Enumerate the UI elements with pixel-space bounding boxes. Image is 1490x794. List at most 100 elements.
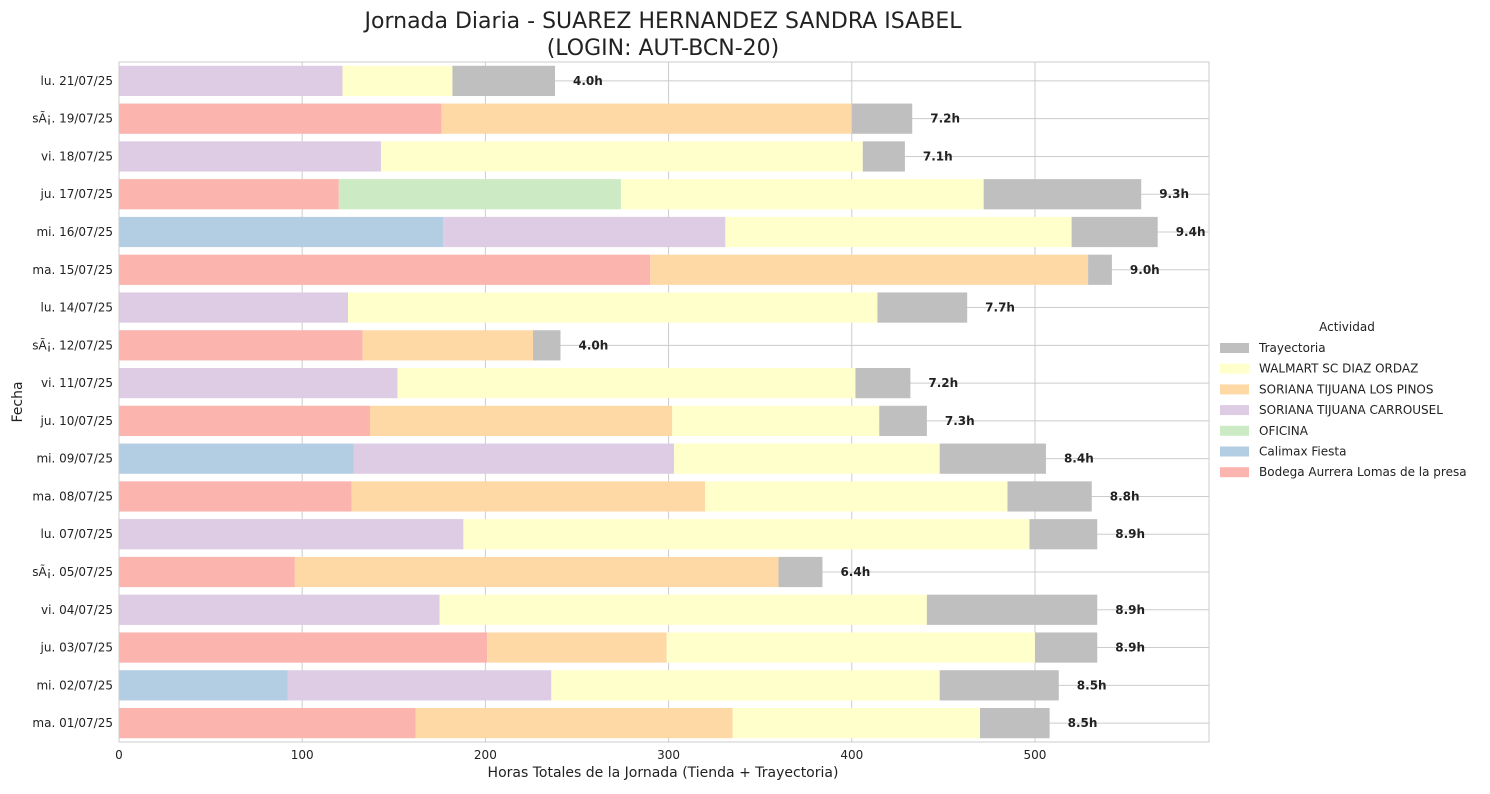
chart-subtitle: (LOGIN: AUT-BCN-20) [547, 36, 780, 61]
bar-segment [879, 405, 927, 436]
bar-segment [119, 103, 442, 134]
bar-segment [119, 368, 398, 399]
bar-segment [1007, 481, 1092, 512]
data-label: 8.4h [1064, 452, 1094, 466]
data-label: 7.1h [923, 149, 953, 163]
bar-segment [980, 708, 1050, 739]
legend-swatch [1220, 363, 1249, 374]
legend-swatch [1220, 446, 1249, 457]
data-label: 7.3h [945, 414, 975, 428]
bar-segment [119, 65, 343, 96]
data-label: 7.2h [928, 376, 958, 390]
y-tick-label: sÃ¡. 05/07/25 [32, 564, 113, 579]
bars [119, 65, 1158, 739]
bar-segment [119, 141, 381, 172]
data-labels: 4.0h 7.2h 7.1h 9.3h 9.4h 9.0h 7.7h 4.0h 7.2h 7.3h… [573, 74, 1206, 730]
y-tick-label: ma. 01/07/25 [32, 716, 113, 730]
y-tick-label: mi. 09/07/25 [36, 452, 113, 466]
x-axis-ticks: 0 100 200 300 400 500 [115, 748, 1046, 762]
y-tick-label: ju. 03/07/25 [40, 641, 113, 655]
bar-segment [926, 594, 1098, 625]
bar-segment [439, 594, 927, 625]
bar-segment [380, 141, 863, 172]
bar-segment [397, 368, 856, 399]
data-label: 8.5h [1068, 716, 1098, 730]
legend-entry-label: Bodega Aurrera Lomas de la presa [1259, 465, 1467, 479]
bar-segment [119, 594, 440, 625]
y-axis-label: Fecha [10, 381, 26, 422]
data-label: 8.5h [1077, 678, 1107, 692]
bar-segment [939, 670, 1059, 701]
legend-entry-label: SORIANA TIJUANA LOS PINOS [1259, 382, 1434, 396]
legend-entry-label: Trayectoria [1258, 341, 1326, 355]
y-tick-label: ju. 17/07/25 [40, 187, 113, 201]
y-tick-label: ma. 08/07/25 [32, 489, 113, 503]
bar-segment [119, 292, 348, 323]
x-tick-label: 400 [840, 748, 863, 762]
bar-segment [983, 179, 1142, 210]
y-tick-label: vi. 18/07/25 [41, 149, 113, 163]
legend-swatch [1220, 425, 1249, 436]
bar-segment [705, 481, 1008, 512]
bar-segment [119, 632, 488, 663]
data-label: 7.2h [930, 112, 960, 126]
bar-segment [725, 216, 1072, 248]
legend-swatch [1220, 343, 1249, 353]
bar-segment [443, 216, 726, 248]
bar-segment [1029, 519, 1098, 550]
y-tick-label: sÃ¡. 19/07/25 [32, 111, 113, 126]
bar-segment [294, 556, 779, 588]
data-label: 8.9h [1115, 603, 1145, 617]
legend-entry-label: WALMART SC DIAZ ORDAZ [1259, 362, 1418, 376]
bar-segment [463, 519, 1030, 550]
y-tick-label: sÃ¡. 12/07/25 [32, 337, 113, 352]
legend: Actividad Trayectoria WALMART SC DIAZ ORD… [1220, 320, 1467, 479]
bar-segment [119, 519, 464, 550]
y-tick-label: mi. 16/07/25 [36, 225, 113, 239]
plot-frame [118, 61, 1210, 743]
y-axis-ticks: lu. 21/07/25 sÃ¡. 19/07/25 vi. 18/07/25 ju.… [32, 74, 113, 730]
legend-entry-label: Calimax Fiesta [1259, 445, 1346, 459]
bar-segment [119, 708, 416, 739]
bar-segment [441, 103, 852, 134]
data-label: 8.8h [1110, 489, 1140, 503]
bar-segment [353, 443, 675, 474]
data-label: 7.7h [985, 301, 1015, 315]
bar-segment [674, 443, 940, 474]
bar-segment [732, 708, 981, 739]
bar-segment [487, 632, 667, 663]
bar-segment [939, 443, 1046, 474]
bar-segment [650, 254, 1089, 285]
bar-segment [119, 330, 363, 361]
data-label: 9.3h [1159, 187, 1189, 201]
bar-segment [119, 670, 288, 701]
bar-segment [533, 330, 561, 361]
data-label: 6.4h [840, 565, 870, 579]
y-tick-label: lu. 07/07/25 [41, 527, 113, 541]
legend-swatch [1220, 384, 1249, 395]
legend-title: Actividad [1319, 320, 1375, 334]
bar-segment [1088, 254, 1112, 285]
legend-entry-label: OFICINA [1259, 424, 1309, 438]
bar-segment [452, 65, 555, 96]
data-label: 8.9h [1115, 527, 1145, 541]
x-tick-label: 200 [474, 748, 497, 762]
bar-segment [620, 179, 984, 210]
x-tick-label: 100 [291, 748, 314, 762]
bar-segment [1034, 632, 1098, 663]
x-tick-label: 0 [115, 748, 123, 762]
chart-title: Jornada Diaria - SUAREZ HERNANDEZ SANDRA… [363, 9, 963, 34]
bar-segment [1071, 216, 1158, 248]
bar-segment [347, 292, 878, 323]
legend-swatch [1220, 467, 1249, 478]
bar-segment [119, 216, 444, 248]
bar-segment [119, 254, 651, 285]
y-tick-label: vi. 11/07/25 [41, 376, 113, 390]
legend-swatch [1220, 405, 1249, 416]
y-tick-label: mi. 02/07/25 [36, 678, 113, 692]
y-tick-label: vi. 04/07/25 [41, 603, 113, 617]
bar-segment [287, 670, 552, 701]
bar-segment [855, 368, 911, 399]
